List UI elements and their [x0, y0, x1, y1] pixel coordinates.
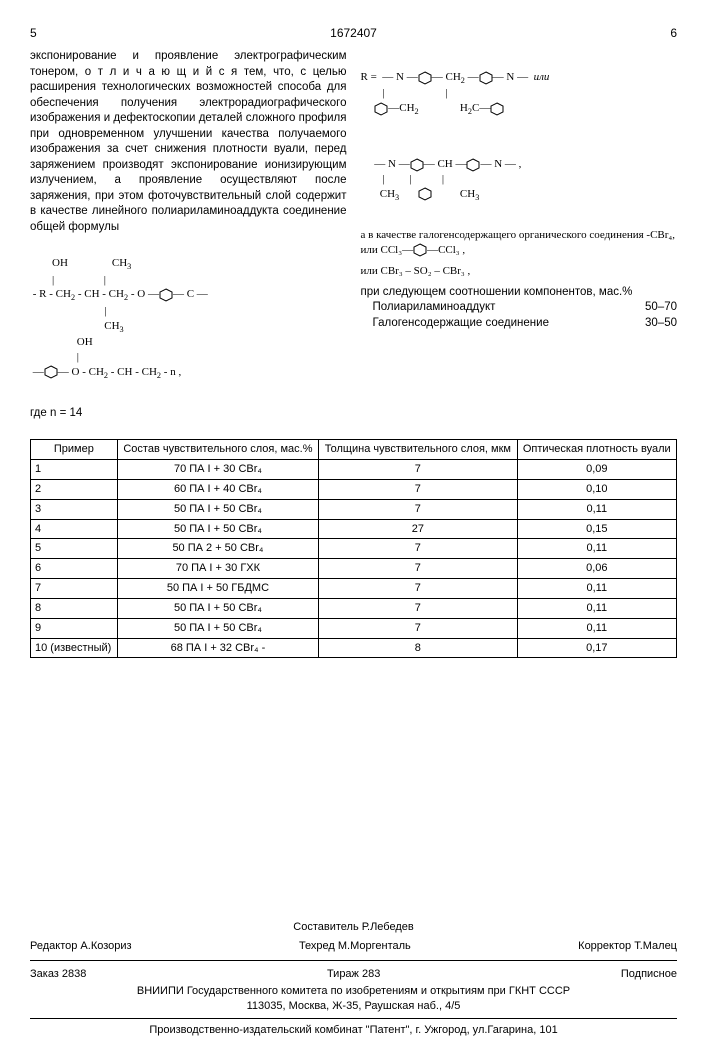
table-cell: 27 [319, 519, 517, 539]
table-cell: 7 [319, 559, 517, 579]
table-cell: 50 ПА I + 50 CBr₄ [117, 598, 318, 618]
table-cell: 7 [319, 499, 517, 519]
table-cell: 6 [31, 559, 118, 579]
table-cell: 8 [31, 598, 118, 618]
th-thickness: Толщина чувствительного слоя, мкм [319, 440, 517, 460]
table-cell: 0,11 [517, 499, 676, 519]
page-header: 5 1672407 6 [30, 25, 677, 41]
subscription: Подписное [621, 967, 677, 982]
comp2-value: 30–50 [645, 316, 677, 332]
table-cell: 50 ПА I + 50 CBr₄ [117, 519, 318, 539]
table-cell: 7 [319, 479, 517, 499]
page-num-left: 5 [30, 25, 37, 41]
table-cell: 8 [319, 638, 517, 658]
th-composition: Состав чувствительного слоя, мас.% [117, 440, 318, 460]
table-row: 260 ПА I + 40 CBr₄70,10 [31, 479, 677, 499]
table-cell: 70 ПА I + 30 CBr₄ [117, 460, 318, 480]
table-cell: 0,11 [517, 539, 676, 559]
table-row: 450 ПА I + 50 CBr₄270,15 [31, 519, 677, 539]
left-column: экспонирование и проявление электрографи… [30, 49, 347, 421]
right-column: R = — N —— CH2 —— N — или | | —CH2 H2C— … [361, 49, 678, 421]
order-num: 2838 [62, 968, 86, 980]
table-row: 950 ПА I + 50 CBr₄70,11 [31, 618, 677, 638]
compiler-label: Составитель [293, 921, 358, 933]
page-num-right: 6 [670, 25, 677, 41]
compiler-name: Р.Лебедев [362, 921, 414, 933]
table-row: 170 ПА I + 30 CBr₄70,09 [31, 460, 677, 480]
table-row: 550 ПА 2 + 50 CBr₄70,11 [31, 539, 677, 559]
tech-label: Техред [299, 940, 335, 952]
table-cell: 1 [31, 460, 118, 480]
imprint-footer: Составитель Р.Лебедев Редактор А.Козориз… [30, 918, 677, 1037]
table-cell: 0,10 [517, 479, 676, 499]
data-table: Пример Состав чувствительного слоя, мас.… [30, 439, 677, 658]
ratio-intro: при следующем соотношении компонентов, м… [361, 285, 678, 301]
table-cell: 5 [31, 539, 118, 559]
th-density: Оптическая плотность вуали [517, 440, 676, 460]
where-n: где n = 14 [30, 406, 347, 422]
table-cell: 0,06 [517, 559, 676, 579]
table-cell: 7 [319, 618, 517, 638]
tech-name: М.Моргенталь [338, 940, 411, 952]
or-cbr3-line: или CBr₃ – SO₂ – CBr₃ , [361, 264, 678, 279]
corrector-label: Корректор [578, 940, 631, 952]
table-row: 670 ПА I + 30 ГХК70,06 [31, 559, 677, 579]
table-cell: 7 [319, 579, 517, 599]
table-row: 10 (известный)68 ПА I + 32 CBr₄ ‑80,17 [31, 638, 677, 658]
table-cell: 50 ПА I + 50 ГБДМС [117, 579, 318, 599]
patent-number: 1672407 [330, 25, 377, 41]
table-cell: 2 [31, 479, 118, 499]
table-cell: 0,15 [517, 519, 676, 539]
printer-line: Производственно-издательский комбинат "П… [30, 1023, 677, 1038]
table-cell: 70 ПА I + 30 ГХК [117, 559, 318, 579]
editor-name: А.Козориз [80, 940, 131, 952]
order-label: Заказ [30, 968, 59, 980]
table-cell: 0,11 [517, 618, 676, 638]
table-cell: 0,09 [517, 460, 676, 480]
org-line: ВНИИПИ Государственного комитета по изоб… [30, 984, 677, 999]
r-structure-1: R = — N —— CH2 —— N — или | | —CH2 H2C— [361, 55, 678, 132]
th-example: Пример [31, 440, 118, 460]
tirazh-label: Тираж [327, 968, 359, 980]
body-paragraph: экспонирование и проявление электрографи… [30, 49, 347, 235]
editor-label: Редактор [30, 940, 77, 952]
tirazh-num: 283 [362, 968, 380, 980]
table-cell: 3 [31, 499, 118, 519]
table-row: 750 ПА I + 50 ГБДМС70,11 [31, 579, 677, 599]
comp1-label: Полиариламиноаддукт [373, 300, 496, 316]
corrector-name: Т.Малец [634, 940, 677, 952]
addr-line: 113035, Москва, Ж-35, Раушская наб., 4/5 [30, 999, 677, 1014]
table-cell: 7 [319, 539, 517, 559]
table-cell: 0,11 [517, 579, 676, 599]
general-formula: OH CH3 | | - R - CH2 - CH - CH2 - O —— C… [30, 241, 347, 395]
table-row: 350 ПА I + 50 CBr₄70,11 [31, 499, 677, 519]
halogen-intro: а в качестве галогенсодержащего органиче… [361, 229, 676, 256]
comp1-value: 50–70 [645, 300, 677, 316]
r-eq-label: R = [361, 71, 377, 83]
table-cell: 7 [319, 460, 517, 480]
table-cell: 50 ПА I + 50 CBr₄ [117, 499, 318, 519]
table-cell: 60 ПА I + 40 CBr₄ [117, 479, 318, 499]
table-cell: 7 [31, 579, 118, 599]
table-cell: 68 ПА I + 32 CBr₄ ‑ [117, 638, 318, 658]
table-header-row: Пример Состав чувствительного слоя, мас.… [31, 440, 677, 460]
comp2-label: Галогенсодержащие соединение [373, 316, 549, 332]
r-structure-2: — N —— CH —— N — , | | | CH3 CH3 [361, 142, 678, 218]
table-cell: 0,17 [517, 638, 676, 658]
table-cell: 0,11 [517, 598, 676, 618]
halogen-line: а в качестве галогенсодержащего органиче… [361, 228, 678, 258]
table-row: 850 ПА I + 50 CBr₄70,11 [31, 598, 677, 618]
table-cell: 4 [31, 519, 118, 539]
table-cell: 10 (известный) [31, 638, 118, 658]
table-cell: 50 ПА I + 50 CBr₄ [117, 618, 318, 638]
or-word-1: или [534, 71, 550, 83]
table-cell: 50 ПА 2 + 50 CBr₄ [117, 539, 318, 559]
table-cell: 9 [31, 618, 118, 638]
table-cell: 7 [319, 598, 517, 618]
halogen-suffix: —CCl₃ , [427, 244, 465, 256]
